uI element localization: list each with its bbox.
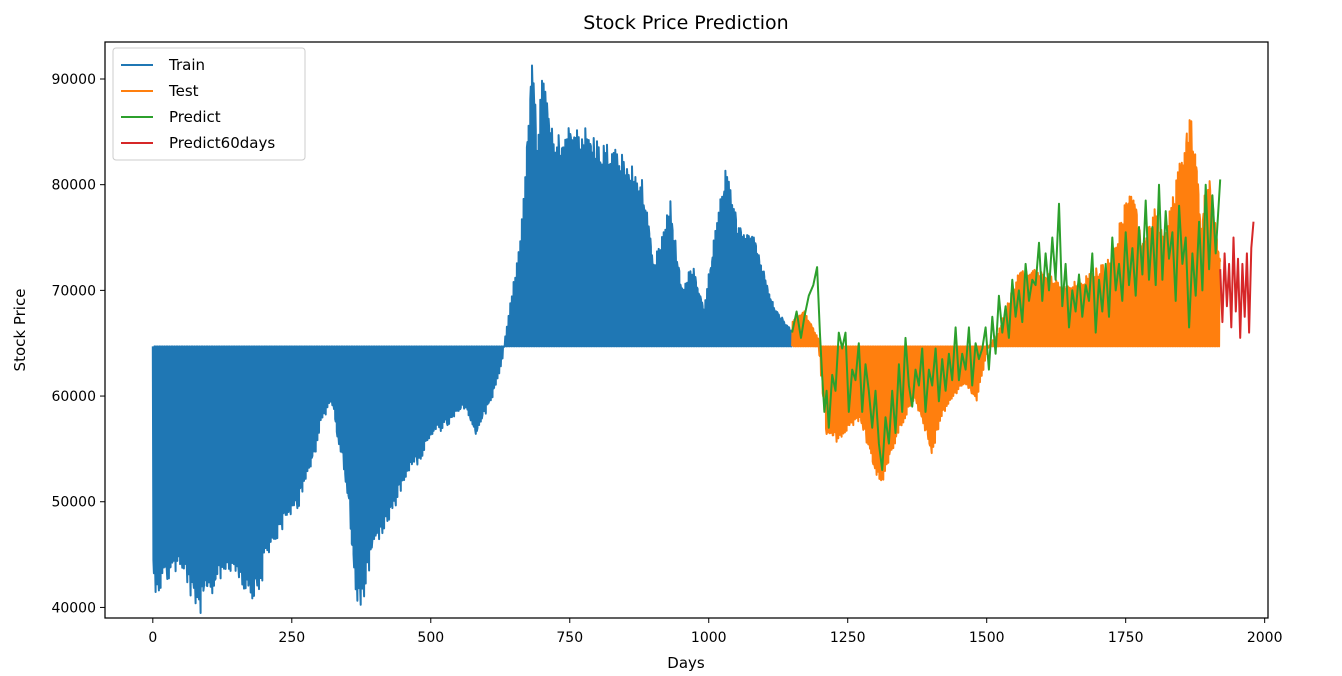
- legend-box: [112, 47, 306, 161]
- y-tick-label: 40000: [51, 600, 96, 616]
- x-tick-label: 1500: [969, 630, 1005, 646]
- x-axis-ticks: 0 250 500 750 1000 1250 1500 1750 2000: [148, 618, 1282, 646]
- legend: Train Test Predict Predict60days: [112, 47, 306, 161]
- y-tick-label: 60000: [51, 389, 96, 405]
- series-line-train: [151, 64, 794, 614]
- series-line-predict: [791, 179, 1222, 471]
- x-tick-label: 0: [148, 630, 157, 646]
- legend-label-predict60days: Predict60days: [169, 134, 275, 152]
- x-tick-label: 500: [417, 630, 444, 646]
- legend-label-train: Train: [168, 56, 205, 74]
- y-tick-label: 50000: [51, 495, 96, 511]
- legend-label-predict: Predict: [169, 108, 221, 126]
- y-axis-ticks: 40000 50000 60000 70000 80000 90000: [51, 72, 105, 616]
- chart-title: Stock Price Prediction: [583, 12, 788, 34]
- series-line-test: [791, 119, 1222, 482]
- y-tick-label: 70000: [51, 283, 96, 299]
- x-tick-label: 2000: [1247, 630, 1283, 646]
- x-tick-label: 1750: [1108, 630, 1144, 646]
- series-layer: [151, 64, 1255, 614]
- x-tick-label: 250: [278, 630, 305, 646]
- plot-frame: [104, 41, 1269, 619]
- series-line-predict60days: [1219, 221, 1255, 339]
- y-tick-label: 80000: [51, 178, 96, 194]
- x-tick-label: 750: [556, 630, 583, 646]
- x-tick-label: 1000: [691, 630, 727, 646]
- legend-label-test: Test: [168, 82, 199, 100]
- y-tick-label: 90000: [51, 72, 96, 88]
- x-axis-label: Days: [667, 654, 705, 672]
- x-tick-label: 1250: [830, 630, 866, 646]
- y-axis-label: Stock Price: [11, 289, 29, 372]
